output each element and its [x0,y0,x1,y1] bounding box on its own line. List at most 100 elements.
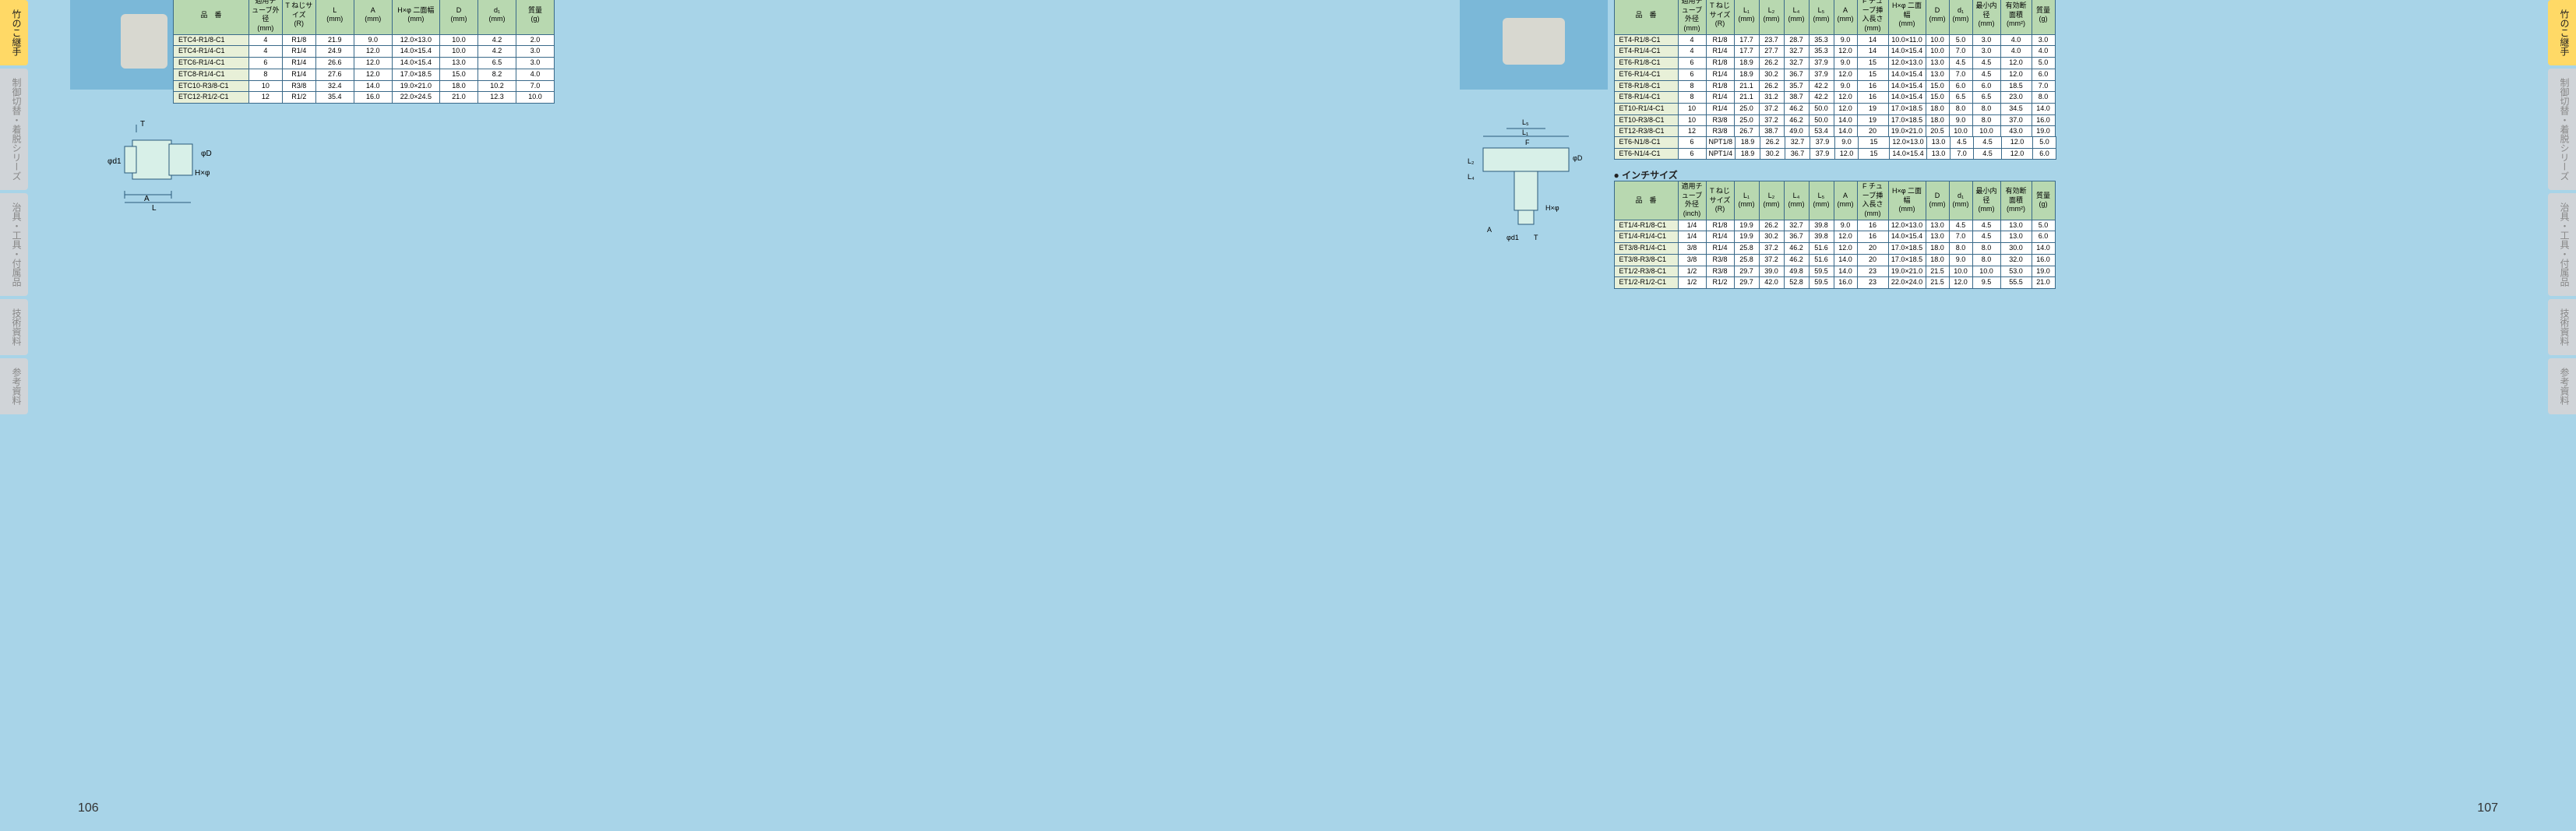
table-cell: 4 [248,34,282,46]
tab-reference-r[interactable]: 参考資料 [2548,358,2576,414]
tab-tech-docs-r[interactable]: 技術資料 [2548,299,2576,355]
table-cell: 15 [1859,148,1890,160]
table-cell: R3/8 [1706,254,1734,266]
table-header: T ねじサイズ(R) [1706,181,1734,220]
table-header: F チューブ挿入長さ(mm) [1857,181,1888,220]
table-cell: 37.9 [1810,137,1835,149]
table-cell: 6.0 [2032,69,2055,80]
table-row: ET6-R1/4-C16R1/418.930.236.737.912.01514… [1614,69,2055,80]
table-cell: 9.0 [1949,114,1972,126]
table-cell: R1/8 [1706,34,1734,46]
table-cell: 32.7 [1785,137,1810,149]
svg-text:A: A [1487,226,1492,234]
table-row: ET8-R1/8-C18R1/821.126.235.742.29.01614.… [1614,80,2055,92]
spec-table-et-inch: 品 番適用チューブ外径(inch)T ねじサイズ(R)L₁(mm)L₂(mm)L… [1614,181,2056,289]
table-row: ETC4-R1/8-C14R1/821.99.012.0×13.010.04.2… [174,34,555,46]
table-row: ET3/8-R1/4-C13/8R1/425.837.246.251.612.0… [1614,243,2055,255]
tab-reference[interactable]: 参考資料 [0,358,28,414]
table-cell: 26.2 [1759,220,1784,231]
table-cell: 4.5 [1972,58,2000,69]
table-cell: 4.5 [1972,220,2000,231]
table-cell: ET6-N1/4-C1 [1614,148,1678,160]
table-cell: 9.0 [1834,58,1857,69]
tab-tech-docs[interactable]: 技術資料 [0,299,28,355]
table-cell: 19.0 [2032,266,2055,277]
table-cell: 36.7 [1784,231,1809,243]
table-cell: 15.0 [1926,92,1949,104]
table-cell: 10.0×11.0 [1888,34,1926,46]
table-cell: 7.0 [1949,46,1972,58]
table-header: A(mm) [1834,181,1857,220]
table-cell: ET10-R1/4-C1 [1614,103,1678,114]
table-cell: 5.0 [2032,58,2055,69]
table-cell: 32.7 [1784,46,1809,58]
table-cell: 32.7 [1784,220,1809,231]
table-cell: 12.0×13.0 [1890,137,1927,149]
table-cell: 37.0 [2000,114,2032,126]
table-cell: 23.7 [1759,34,1784,46]
table-cell: 25.0 [1734,114,1759,126]
table-cell: 13.0 [1927,137,1951,149]
tab-bamboo-fitting[interactable]: 竹のこ継手 [0,0,28,65]
tab-jig-tools-r[interactable]: 治具・工具・付属品 [2548,193,2576,296]
table-cell: 15 [1857,69,1888,80]
table-cell: 17.7 [1734,34,1759,46]
table-cell: 25.0 [1734,103,1759,114]
table-cell: 16 [1857,92,1888,104]
table-cell: ETC12-R1/2-C1 [174,92,249,104]
tab-jig-tools[interactable]: 治具・工具・付属品 [0,193,28,296]
table-cell: 14.0 [354,80,392,92]
table-cell: 4.2 [477,46,516,58]
tab-control-series[interactable]: 制御切替・着脱シリーズ [0,69,28,190]
table-cell: 13.0 [2000,220,2032,231]
table-cell: 39.8 [1809,220,1834,231]
table-header: 適用チューブ外径(mm) [248,0,282,34]
table-cell: 36.7 [1784,69,1809,80]
table-cell: 12.0 [354,58,392,69]
spec-table-et-main: 品 番適用チューブ外径(mm)T ねじサイズ(R)L₁(mm)L₂(mm)L₄(… [1614,0,2056,150]
table-cell: 42.0 [1759,277,1784,289]
table-row: ETC6-R1/4-C16R1/426.612.014.0×15.413.06.… [174,58,555,69]
table-cell: 4.0 [2000,46,2032,58]
tab-control-series-r[interactable]: 制御切替・着脱シリーズ [2548,69,2576,190]
table-cell: 35.7 [1784,80,1809,92]
table-row: ET3/8-R3/8-C13/8R3/825.837.246.251.614.0… [1614,254,2055,266]
table-cell: 14.0 [2032,243,2055,255]
table-cell: 17.0×18.5 [1888,103,1926,114]
table-cell: 3.0 [2032,34,2055,46]
table-row: ET1/2-R1/2-C11/2R1/229.742.052.859.516.0… [1614,277,2055,289]
table-cell: 23 [1857,277,1888,289]
table-cell: 3.0 [516,58,554,69]
table-header: 品 番 [1614,181,1678,220]
table-header: 適用チューブ外径(inch) [1678,181,1706,220]
table-cell: 37.2 [1759,243,1784,255]
table-cell: 13.0 [1926,69,1949,80]
table-cell: ETC4-R1/4-C1 [174,46,249,58]
table-cell: 32.7 [1784,58,1809,69]
table-cell: 49.8 [1784,266,1809,277]
table-cell: R1/4 [282,69,315,80]
table-cell: 10.0 [516,92,554,104]
table-cell: 34.5 [2000,103,2032,114]
table-cell: R1/8 [1706,220,1734,231]
tab-bamboo-fitting-r[interactable]: 竹のこ継手 [2548,0,2576,65]
svg-text:T: T [140,120,145,129]
table-cell: 14.0×15.4 [1888,69,1926,80]
table-cell: 53.0 [2000,266,2032,277]
table-cell: 21.1 [1734,92,1759,104]
table-cell: 28.7 [1784,34,1809,46]
table-cell: 8.0 [1972,243,2000,255]
table-row: ET6-R1/8-C16R1/818.926.232.737.99.01512.… [1614,58,2055,69]
table-cell: 52.8 [1784,277,1809,289]
table-row: ET10-R1/4-C110R1/425.037.246.250.012.019… [1614,103,2055,114]
table-row: ETC10-R3/8-C110R3/832.414.019.0×21.018.0… [174,80,555,92]
svg-text:T: T [1534,234,1538,241]
table-cell: ET1/2-R3/8-C1 [1614,266,1678,277]
table-cell: 8.0 [2032,92,2055,104]
table-cell: R1/8 [1706,58,1734,69]
table-cell: ET1/4-R1/4-C1 [1614,231,1678,243]
table-header: d₁(mm) [477,0,516,34]
table-cell: 39.8 [1809,231,1834,243]
table-cell: 4.2 [477,34,516,46]
nav-tabs-left: 竹のこ継手 制御切替・着脱シリーズ 治具・工具・付属品 技術資料 参考資料 [0,0,28,417]
